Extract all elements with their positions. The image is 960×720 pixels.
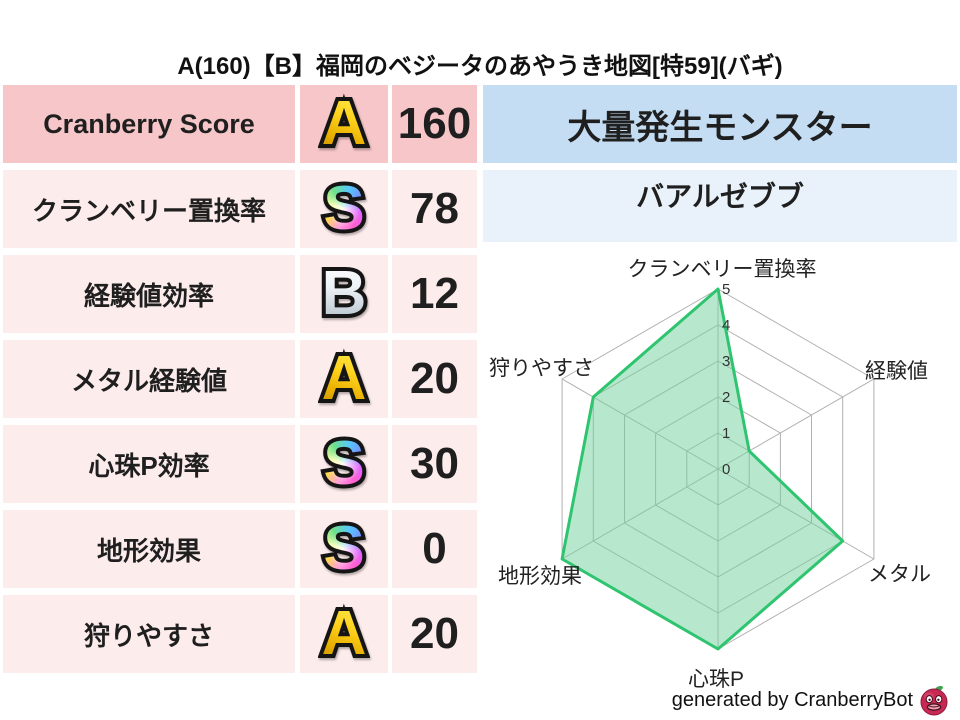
stat-value: 20 xyxy=(392,595,477,673)
grade-rank-icon: AA xyxy=(300,85,388,163)
grade-letter: AA xyxy=(318,595,371,673)
grade-letter: SS xyxy=(319,425,368,503)
grade-rank-icon: SS xyxy=(300,510,388,588)
grade-letter-outline: A xyxy=(318,595,371,673)
radar-axis-label: 心珠P xyxy=(688,668,744,691)
grade-letter-fill: S xyxy=(323,174,365,243)
stat-value: 160 xyxy=(392,85,477,163)
stat-label: メタル経験値 xyxy=(3,340,295,418)
radar-axis-label: クランベリー置換率 xyxy=(628,258,817,281)
stat-label: 狩りやすさ xyxy=(3,595,295,673)
monster-panel: 大量発生モンスター バアルゼブブ xyxy=(483,85,957,242)
stat-value: 78 xyxy=(392,170,477,248)
radar-axis-label: 狩りやすさ xyxy=(489,357,594,380)
table-row: 地形効果 SS 0 xyxy=(3,510,477,588)
radar-tick-label: 5 xyxy=(722,281,730,298)
table-row: クランベリー置換率 SS 78 xyxy=(3,170,477,248)
grade-letter-outline: A xyxy=(318,85,371,163)
stat-label: 経験値効率 xyxy=(3,255,295,333)
grade-letter-fill: S xyxy=(323,429,365,498)
radar-chart: 0 1 2 3 4 5 クランベリー置換率経験値メタル心珠P 地形効果 狩りやすさ xyxy=(480,250,960,710)
grade-letter: BB xyxy=(318,255,371,333)
table-row: 狩りやすさ AA 20 xyxy=(3,595,477,673)
grade-rank-icon: AA xyxy=(300,340,388,418)
grade-rank-icon: BB xyxy=(300,255,388,333)
table-row: メタル経験値 AA 20 xyxy=(3,340,477,418)
stat-value: 20 xyxy=(392,340,477,418)
stat-label: 心珠P効率 xyxy=(3,425,295,503)
table-row: Cranberry Score AA 160 xyxy=(3,85,477,163)
monster-name: バアルゼブブ xyxy=(483,170,957,242)
radar-tick-label: 0 xyxy=(722,461,730,478)
table-row: 経験値効率 BB 12 xyxy=(3,255,477,333)
radar-axis-label: 経験値 xyxy=(865,360,928,383)
grade-rank-icon: SS xyxy=(300,170,388,248)
grade-letter-outline: A xyxy=(318,340,371,418)
credit-text: generated by CranberryBot xyxy=(671,688,913,711)
grade-letter: SS xyxy=(319,170,368,248)
footer-credit: generated by CranberryBot xyxy=(672,684,950,716)
radar-tick-label: 4 xyxy=(722,317,730,334)
stat-label: クランベリー置換率 xyxy=(3,170,295,248)
grade-letter-fill: A xyxy=(321,599,367,668)
grade-letter-fill: A xyxy=(321,344,367,413)
stat-label: Cranberry Score xyxy=(3,85,295,163)
grade-letter-fill: S xyxy=(323,514,365,583)
stat-value: 0 xyxy=(392,510,477,588)
table-row: 心珠P効率 SS 30 xyxy=(3,425,477,503)
stat-label: 地形効果 xyxy=(3,510,295,588)
radar-tick-label: 1 xyxy=(722,425,730,442)
radar-axis-label: 地形効果 xyxy=(498,565,582,588)
radar-axis-label: メタル xyxy=(868,563,931,586)
grade-rank-icon: AA xyxy=(300,595,388,673)
grade-letter: SS xyxy=(319,510,368,588)
monster-panel-header: 大量発生モンスター xyxy=(483,85,957,163)
radar-data-polygon xyxy=(560,287,845,651)
grade-letter-fill: A xyxy=(321,89,367,158)
grade-rank-icon: SS xyxy=(300,425,388,503)
grade-letter: AA xyxy=(318,340,371,418)
radar-tick-label: 2 xyxy=(722,389,730,406)
grade-letter-outline: B xyxy=(318,255,371,333)
cranberry-bot-icon xyxy=(920,685,948,716)
stats-table: Cranberry Score AA 160 クランベリー置換率 SS 78 経… xyxy=(3,85,477,680)
grade-letter-fill: B xyxy=(321,259,367,328)
stat-value: 12 xyxy=(392,255,477,333)
stat-value: 30 xyxy=(392,425,477,503)
page-title: A(160)【B】福岡のベジータのあやうき地図[特59](バギ) xyxy=(177,53,783,80)
grade-letter: AA xyxy=(318,85,371,163)
radar-tick-label: 3 xyxy=(722,353,730,370)
